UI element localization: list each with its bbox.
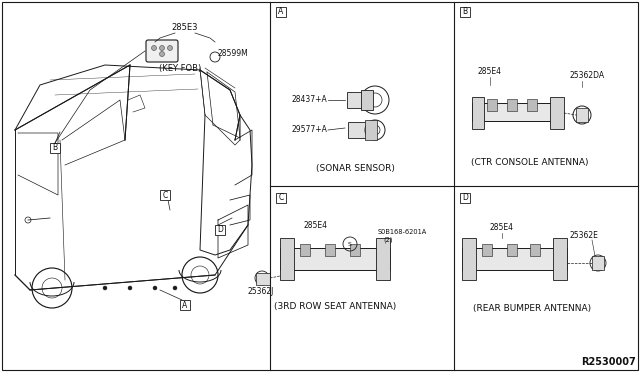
Bar	[160, 190, 170, 200]
Text: (CTR CONSOLE ANTENNA): (CTR CONSOLE ANTENNA)	[471, 157, 589, 167]
Bar	[300, 244, 310, 256]
Text: (3RD ROW SEAT ANTENNA): (3RD ROW SEAT ANTENNA)	[274, 301, 396, 311]
Bar	[256, 273, 270, 285]
Text: S0B168-6201A: S0B168-6201A	[378, 229, 428, 235]
Text: C: C	[278, 193, 284, 202]
Bar	[462, 248, 567, 270]
Text: 285E4: 285E4	[478, 67, 502, 77]
Bar	[50, 143, 60, 153]
Bar	[482, 244, 492, 256]
Bar	[460, 7, 470, 17]
Text: D: D	[462, 193, 468, 202]
Circle shape	[159, 45, 164, 51]
Bar	[325, 244, 335, 256]
Bar	[462, 238, 476, 280]
Bar	[527, 99, 537, 111]
Bar	[550, 97, 564, 129]
Bar	[215, 225, 225, 235]
Circle shape	[152, 45, 157, 51]
Text: S: S	[348, 241, 352, 247]
Bar	[350, 244, 360, 256]
Bar	[376, 238, 390, 280]
Bar	[347, 92, 363, 108]
Bar	[365, 120, 377, 140]
Bar	[361, 90, 373, 110]
Bar	[592, 256, 604, 270]
Circle shape	[128, 286, 132, 290]
Text: 25362J: 25362J	[248, 288, 275, 296]
Bar	[487, 99, 497, 111]
Text: 25362DA: 25362DA	[570, 71, 605, 80]
Bar	[280, 238, 294, 280]
Bar	[348, 122, 368, 138]
Text: (REAR BUMPER ANTENNA): (REAR BUMPER ANTENNA)	[473, 304, 591, 312]
Circle shape	[159, 51, 164, 57]
Text: B: B	[52, 144, 58, 153]
Bar	[530, 244, 540, 256]
Text: B: B	[463, 7, 468, 16]
Bar	[276, 7, 286, 17]
Text: 28437+A: 28437+A	[291, 96, 327, 105]
Text: (SONAR SENSOR): (SONAR SENSOR)	[316, 164, 394, 173]
Bar	[460, 193, 470, 203]
Bar	[576, 108, 588, 122]
Text: 29577+A: 29577+A	[291, 125, 327, 135]
Bar	[553, 238, 567, 280]
Text: A: A	[278, 7, 284, 16]
Text: A: A	[182, 301, 188, 310]
Circle shape	[153, 286, 157, 290]
Circle shape	[103, 286, 107, 290]
Bar	[280, 248, 390, 270]
Bar	[472, 97, 484, 129]
Bar	[276, 193, 286, 203]
Text: D: D	[217, 225, 223, 234]
FancyBboxPatch shape	[146, 40, 178, 62]
Bar	[180, 300, 190, 310]
Text: (KEY FOB): (KEY FOB)	[159, 64, 201, 73]
Text: 28599M: 28599M	[218, 49, 249, 58]
Bar	[507, 99, 517, 111]
Text: 25362E: 25362E	[570, 231, 598, 241]
Bar	[507, 244, 517, 256]
Circle shape	[173, 286, 177, 290]
Bar	[472, 103, 562, 121]
Circle shape	[168, 45, 173, 51]
Text: (2): (2)	[383, 237, 392, 243]
Text: R2530007: R2530007	[581, 357, 636, 367]
Text: 285E3: 285E3	[172, 23, 198, 32]
Text: C: C	[163, 190, 168, 199]
Text: 285E4: 285E4	[303, 221, 327, 231]
Text: 285E4: 285E4	[490, 224, 514, 232]
